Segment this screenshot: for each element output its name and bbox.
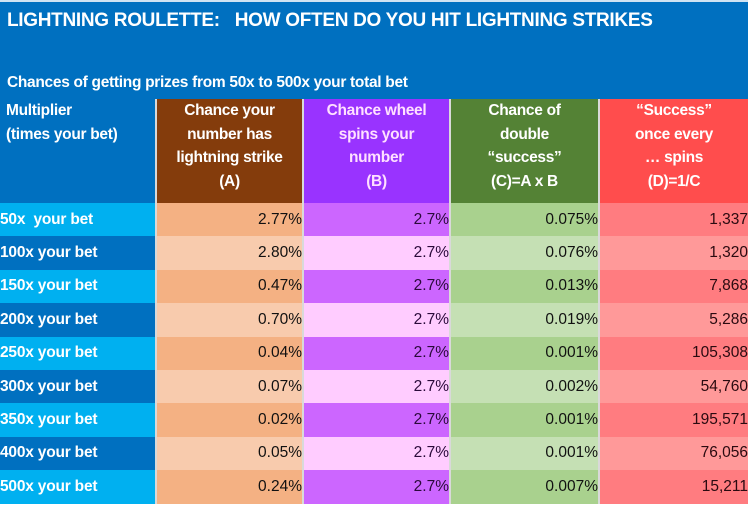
table-row: 500x your bet 0.24% 2.7% 0.007% 15,211: [0, 470, 748, 504]
chance-b-cell: 2.7%: [302, 470, 450, 504]
spins-d-cell: 15,211: [598, 470, 748, 504]
spins-d-cell: 1,320: [598, 236, 748, 270]
page-subtitle: Chances of getting prizes from 50x to 50…: [7, 74, 408, 91]
chance-b-cell: 2.7%: [302, 236, 450, 270]
chance-c-cell: 0.007%: [449, 470, 599, 504]
multiplier-cell: 400x your bet: [0, 436, 156, 471]
spins-d-cell: 7,868: [598, 269, 748, 304]
multiplier-cell: 50x your bet: [0, 203, 156, 237]
odds-table: Multiplier (times your bet) Chance your …: [0, 99, 748, 504]
chance-c-cell: 0.019%: [449, 303, 599, 337]
chance-b-cell: 2.7%: [302, 203, 450, 237]
chance-b-cell: 2.7%: [302, 336, 450, 370]
chance-c-cell: 0.001%: [449, 403, 599, 437]
multiplier-cell: 300x your bet: [0, 369, 156, 404]
chance-a-cell: 2.77%: [155, 203, 303, 237]
spins-d-cell: 76,056: [598, 436, 748, 471]
page-title: LIGHTNING ROULETTE: HOW OFTEN DO YOU HIT…: [7, 10, 653, 31]
header-multiplier: Multiplier (times your bet): [0, 99, 156, 203]
multiplier-cell: 500x your bet: [0, 470, 156, 504]
chance-a-cell: 0.47%: [155, 269, 303, 304]
chance-b-cell: 2.7%: [302, 403, 450, 437]
multiplier-cell: 150x your bet: [0, 269, 156, 304]
spins-d-cell: 105,308: [598, 336, 748, 370]
table-row: 350x your bet 0.02% 2.7% 0.001% 195,571: [0, 403, 748, 437]
multiplier-cell: 250x your bet: [0, 336, 156, 370]
chance-c-cell: 0.001%: [449, 336, 599, 370]
chance-b-cell: 2.7%: [302, 436, 450, 471]
chance-a-cell: 0.70%: [155, 303, 303, 337]
chance-a-cell: 0.24%: [155, 470, 303, 504]
table-row: 300x your bet 0.07% 2.7% 0.002% 54,760: [0, 369, 748, 404]
chance-a-cell: 0.02%: [155, 403, 303, 437]
chance-b-cell: 2.7%: [302, 303, 450, 337]
table-row: 250x your bet 0.04% 2.7% 0.001% 105,308: [0, 336, 748, 370]
multiplier-cell: 350x your bet: [0, 403, 156, 437]
multiplier-cell: 200x your bet: [0, 303, 156, 337]
spins-d-cell: 54,760: [598, 369, 748, 404]
chance-a-cell: 0.07%: [155, 369, 303, 404]
spins-d-cell: 5,286: [598, 303, 748, 337]
spins-d-cell: 195,571: [598, 403, 748, 437]
chance-c-cell: 0.002%: [449, 369, 599, 404]
chance-b-cell: 2.7%: [302, 369, 450, 404]
chance-a-cell: 2.80%: [155, 236, 303, 270]
header-success-every: “Success” once every … spins (D)=1/C: [598, 99, 748, 203]
header-double-success: Chance of double “success” (C)=A x B: [449, 99, 599, 203]
table-row: 100x your bet 2.80% 2.7% 0.076% 1,320: [0, 236, 748, 270]
chance-a-cell: 0.05%: [155, 436, 303, 471]
table-row: 50x your bet 2.77% 2.7% 0.075% 1,337: [0, 203, 748, 237]
table-row: 200x your bet 0.70% 2.7% 0.019% 5,286: [0, 303, 748, 337]
chance-c-cell: 0.001%: [449, 436, 599, 471]
multiplier-cell: 100x your bet: [0, 236, 156, 270]
table-header-row: Multiplier (times your bet) Chance your …: [0, 99, 748, 203]
spins-d-cell: 1,337: [598, 203, 748, 237]
chance-c-cell: 0.076%: [449, 236, 599, 270]
table-row: 150x your bet 0.47% 2.7% 0.013% 7,868: [0, 269, 748, 304]
header-chance-wheel: Chance wheel spins your number (B): [302, 99, 450, 203]
chance-a-cell: 0.04%: [155, 336, 303, 370]
chance-c-cell: 0.013%: [449, 269, 599, 304]
table-row: 400x your bet 0.05% 2.7% 0.001% 76,056: [0, 436, 748, 471]
chance-c-cell: 0.075%: [449, 203, 599, 237]
header-chance-lightning: Chance your number has lightning strike …: [155, 99, 303, 203]
chance-b-cell: 2.7%: [302, 269, 450, 304]
